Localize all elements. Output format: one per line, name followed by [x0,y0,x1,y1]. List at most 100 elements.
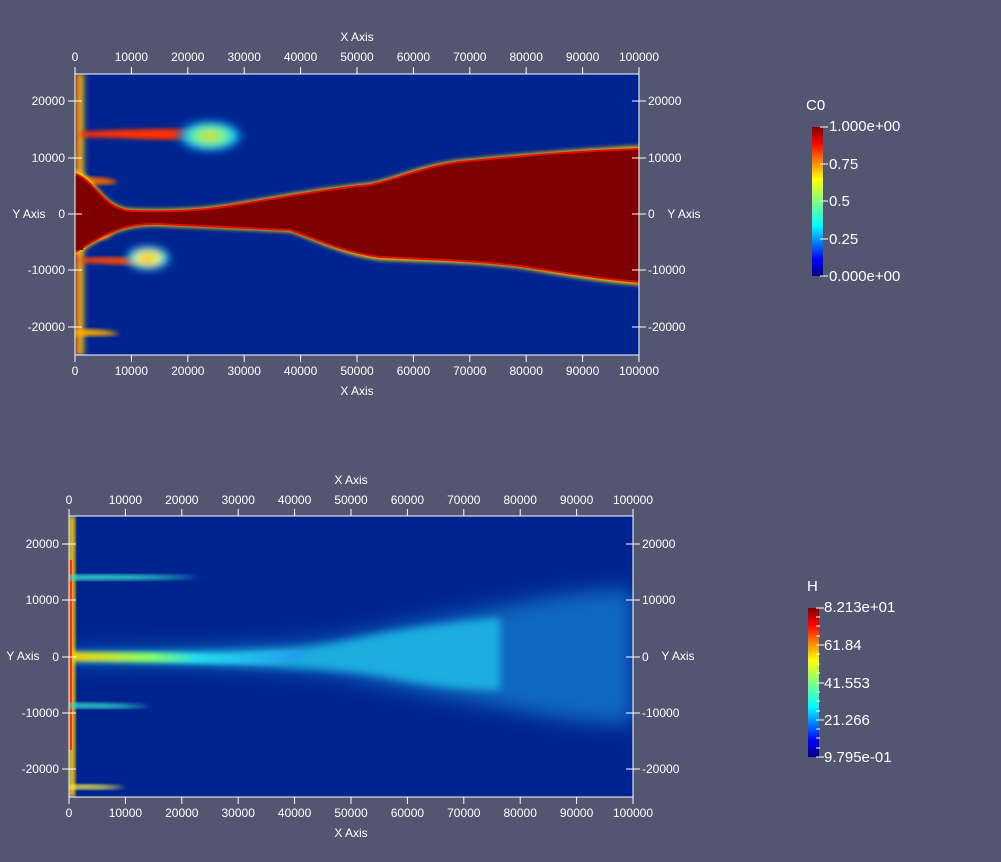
colorbar-label: 0.000e+00 [829,268,900,285]
y-tick-label: -20000 [642,762,680,776]
c0-colorbar-ramp [812,127,823,276]
h-colorbar[interactable]: H 8.213e+01 61.84 41.553 21.266 9.795e-0… [807,578,895,766]
y-tick-label: 20000 [642,537,676,551]
y-tick-label: -10000 [642,706,680,720]
c0-y-tick-marks [68,100,646,328]
y-tick-label: 0 [52,650,59,664]
x-tick-label: 10000 [109,493,143,507]
x-tick-label: 10000 [115,364,149,378]
c0-colorbar-title: C0 [806,97,825,114]
c0-plot[interactable]: X Axis X Axis Y Axis Y Axis 0 10000 2000… [12,30,700,398]
c0-colorbar-ticks [820,126,828,277]
x-tick-label: 80000 [504,806,538,820]
x-tick-label: 20000 [165,806,199,820]
h-plot[interactable]: X Axis X Axis Y Axis Y Axis 0 10000 2000… [6,473,694,840]
x-tick-label: 30000 [222,493,256,507]
x-tick-label: 0 [72,364,79,378]
h-y-axis-title-left: Y Axis [6,649,39,663]
y-tick-label: -20000 [22,762,60,776]
x-tick-label: 80000 [504,493,538,507]
x-tick-label: 60000 [391,806,425,820]
x-tick-label: 60000 [397,50,431,64]
c0-field-image [75,74,639,355]
c0-y-axis-title-right: Y Axis [667,207,700,221]
h-colorbar-ticks [816,607,824,758]
c0-bottom-x-tick-labels: 0 10000 20000 30000 40000 50000 60000 70… [72,364,660,378]
x-tick-label: 20000 [171,364,205,378]
h-right-y-tick-labels: 20000 10000 0 -10000 -20000 [642,537,680,776]
colorbar-label: 1.000e+00 [829,118,900,135]
x-tick-label: 40000 [278,493,312,507]
c0-colorbar[interactable]: C0 1.000e+00 0.75 0.5 0.25 0.000e+00 [806,97,900,285]
x-tick-label: 50000 [340,364,374,378]
h-y-tick-marks [62,543,640,770]
x-tick-label: 0 [66,806,73,820]
x-tick-label: 50000 [334,493,368,507]
colorbar-label: 61.84 [824,637,862,654]
x-tick-label: 90000 [560,493,594,507]
y-tick-label: 10000 [32,151,66,165]
y-tick-label: 0 [58,207,65,221]
y-tick-label: -20000 [648,320,686,334]
x-tick-label: 10000 [109,806,143,820]
x-tick-label: 90000 [566,364,600,378]
c0-top-x-tick-marks [74,67,640,74]
x-tick-label: 30000 [228,364,262,378]
x-tick-label: 40000 [278,806,312,820]
h-top-x-tick-marks [68,509,634,516]
h-field-image [69,516,633,797]
y-tick-label: 0 [648,207,655,221]
colorbar-label: 8.213e+01 [824,599,895,616]
colorbar-label: 9.795e-01 [824,749,892,766]
colorbar-label: 0.5 [829,193,850,210]
y-tick-label: 10000 [648,151,682,165]
x-tick-label: 90000 [560,806,594,820]
y-tick-label: 10000 [642,593,676,607]
colorbar-label: 21.266 [824,712,870,729]
h-left-y-tick-labels: 20000 10000 0 -10000 -20000 [22,537,60,776]
y-tick-label: 20000 [26,537,60,551]
h-bottom-x-tick-labels: 0 10000 20000 30000 40000 50000 60000 70… [66,806,654,820]
x-tick-label: 100000 [613,493,653,507]
h-bottom-x-tick-marks [68,797,634,804]
c0-bottom-x-tick-marks [74,355,640,362]
x-tick-label: 80000 [510,364,544,378]
c0-right-y-tick-labels: 20000 10000 0 -10000 -20000 [648,94,686,334]
x-tick-label: 0 [72,50,79,64]
y-tick-label: 0 [642,650,649,664]
x-tick-label: 70000 [453,364,487,378]
y-tick-label: -10000 [22,706,60,720]
y-tick-label: -20000 [28,320,66,334]
y-tick-label: -10000 [28,263,66,277]
h-x-axis-title-bottom: X Axis [334,826,367,840]
y-tick-label: 20000 [32,94,66,108]
c0-x-axis-title-bottom: X Axis [340,384,373,398]
y-tick-label: 10000 [26,593,60,607]
h-top-x-tick-labels: 0 10000 20000 30000 40000 50000 60000 70… [66,493,654,507]
x-tick-label: 20000 [165,493,199,507]
colorbar-label: 0.75 [829,156,858,173]
x-tick-label: 50000 [340,50,374,64]
x-tick-label: 10000 [115,50,149,64]
colorbar-label: 41.553 [824,675,870,692]
x-tick-label: 50000 [334,806,368,820]
c0-x-axis-title-top: X Axis [340,30,373,44]
c0-top-x-tick-labels: 0 10000 20000 30000 40000 50000 60000 70… [72,50,660,64]
x-tick-label: 70000 [447,493,481,507]
h-x-axis-title-top: X Axis [334,473,367,487]
x-tick-label: 0 [66,493,73,507]
x-tick-label: 20000 [171,50,205,64]
y-tick-label: -10000 [648,263,686,277]
x-tick-label: 90000 [566,50,600,64]
y-tick-label: 20000 [648,94,682,108]
x-tick-label: 70000 [453,50,487,64]
x-tick-label: 80000 [510,50,544,64]
colorbar-label: 0.25 [829,231,858,248]
x-tick-label: 60000 [397,364,431,378]
h-colorbar-title: H [807,578,818,595]
h-y-axis-title-right: Y Axis [661,649,694,663]
c0-y-axis-title-left: Y Axis [12,207,45,221]
x-tick-label: 100000 [619,50,659,64]
x-tick-label: 60000 [391,493,425,507]
